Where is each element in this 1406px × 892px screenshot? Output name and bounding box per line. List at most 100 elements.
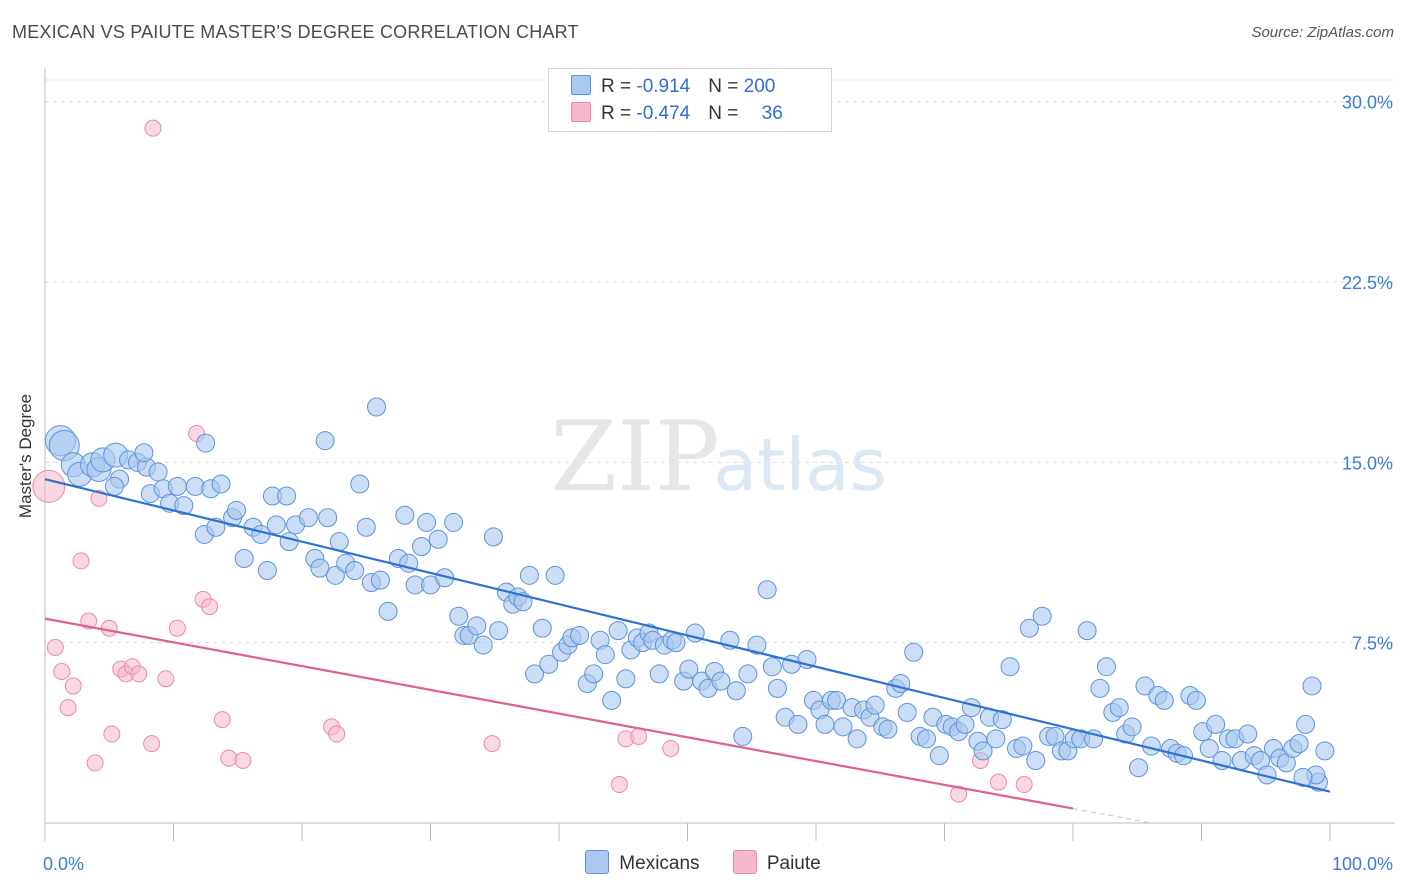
watermark: ZIP atlas bbox=[550, 401, 887, 513]
mexicans-point bbox=[904, 642, 924, 662]
paiute-point bbox=[630, 727, 648, 745]
mexicans-point bbox=[226, 500, 246, 520]
mexicans-point bbox=[167, 476, 187, 496]
mexicans-point bbox=[525, 664, 545, 684]
paiute-trend-extension bbox=[1072, 807, 1151, 824]
mexicans-point bbox=[878, 719, 898, 739]
paiute-point bbox=[130, 665, 148, 683]
paiute-point bbox=[103, 725, 121, 743]
paiute-point bbox=[90, 489, 108, 507]
mexicans-point bbox=[666, 633, 686, 653]
mexicans-point bbox=[1013, 736, 1033, 756]
mexicans-point bbox=[279, 532, 299, 552]
paiute-point bbox=[100, 619, 118, 637]
mexicans-point bbox=[738, 664, 758, 684]
mexicans-point bbox=[833, 717, 853, 737]
series-legend: Mexicans Paiute bbox=[0, 850, 1406, 875]
mexicans-point bbox=[251, 524, 271, 544]
mexicans-point bbox=[1109, 698, 1129, 718]
mexicans-point bbox=[519, 565, 539, 585]
paiute-point bbox=[200, 598, 218, 616]
source-label: Source: ZipAtlas.com bbox=[1251, 24, 1394, 41]
mexicans-point bbox=[986, 729, 1006, 749]
mexicans-point bbox=[134, 443, 154, 463]
mexicans-point bbox=[310, 558, 330, 578]
mexicans-point bbox=[329, 532, 349, 552]
mexicans-point bbox=[1238, 724, 1258, 744]
mexicans-point bbox=[356, 517, 376, 537]
mexicans-point bbox=[196, 433, 216, 453]
paiute-point bbox=[1015, 776, 1033, 794]
mexicans-swatch bbox=[571, 75, 591, 95]
mexicans-point bbox=[726, 681, 746, 701]
mexicans-point bbox=[257, 561, 277, 581]
mexicans-point bbox=[584, 664, 604, 684]
mexicans-trend-line bbox=[44, 478, 1331, 793]
y-tick-label: 7.5% bbox=[1352, 634, 1393, 654]
paiute-point bbox=[234, 751, 252, 769]
mexicans-point bbox=[315, 431, 335, 451]
mexicans-point bbox=[1199, 738, 1219, 758]
paiute-trend-line bbox=[44, 617, 1074, 810]
mexicans-point bbox=[1293, 767, 1313, 787]
mexicans-point bbox=[1026, 750, 1046, 770]
paiute-point bbox=[143, 735, 161, 753]
mexicans-point bbox=[1302, 676, 1322, 696]
chart-title: MEXICAN VS PAIUTE MASTER'S DEGREE CORREL… bbox=[12, 22, 579, 42]
mexicans-point bbox=[211, 474, 231, 494]
mexicans-point bbox=[148, 462, 168, 482]
paiute-point bbox=[662, 739, 680, 757]
paiute-r-value: -0.474 bbox=[636, 103, 691, 124]
mexicans-point bbox=[847, 729, 867, 749]
mexicans-point bbox=[417, 512, 437, 532]
paiute-point bbox=[46, 638, 64, 656]
mexicans-point bbox=[104, 476, 124, 496]
mexicans-point bbox=[757, 580, 777, 600]
mexicans-point bbox=[412, 536, 432, 556]
paiute-point bbox=[483, 735, 501, 753]
paiute-point bbox=[64, 677, 82, 695]
mexicans-point bbox=[266, 515, 286, 535]
mexicans-r-value: -0.914 bbox=[636, 76, 691, 97]
paiute-point bbox=[950, 785, 968, 803]
watermark-atlas: atlas bbox=[713, 423, 887, 507]
mexicans-point bbox=[318, 508, 338, 528]
mexicans-n-value: 200 bbox=[743, 76, 776, 97]
mexicans-point bbox=[961, 698, 981, 718]
mexicans-point bbox=[370, 570, 390, 590]
y-tick-label: 22.5% bbox=[1342, 273, 1393, 293]
legend-item-mexicans[interactable]: Mexicans bbox=[585, 850, 700, 875]
mexicans-point bbox=[234, 549, 254, 569]
mexicans-point bbox=[608, 621, 628, 641]
mexicans-point bbox=[1296, 714, 1316, 734]
legend-item-paiute[interactable]: Paiute bbox=[732, 850, 821, 875]
mexicans-point bbox=[595, 645, 615, 665]
mexicans-point bbox=[1019, 618, 1039, 638]
trend-lines bbox=[44, 478, 1331, 824]
mexicans-point bbox=[532, 618, 552, 638]
mexicans-point bbox=[762, 657, 782, 677]
paiute-point bbox=[328, 725, 346, 743]
mexicans-point bbox=[929, 746, 949, 766]
legend-row-mexicans: R = -0.914 N = 200 bbox=[571, 75, 775, 101]
paiute-swatch bbox=[571, 102, 591, 122]
mexicans-point bbox=[1032, 606, 1052, 626]
paiute-legend-swatch bbox=[732, 850, 757, 874]
mexicans-point bbox=[174, 496, 194, 516]
mexicans-point bbox=[711, 671, 731, 691]
mexicans-point bbox=[428, 529, 448, 549]
mexicans-point bbox=[815, 714, 835, 734]
axes bbox=[44, 68, 1395, 841]
mexicans-point bbox=[1289, 734, 1309, 754]
paiute-point bbox=[157, 670, 175, 688]
mexicans-point bbox=[467, 616, 487, 636]
mexicans-legend-swatch bbox=[585, 850, 610, 874]
mexicans-point bbox=[616, 669, 636, 689]
mexicans-point bbox=[992, 710, 1012, 730]
mexicans-point bbox=[788, 714, 808, 734]
mexicans-point bbox=[1096, 657, 1116, 677]
y-tick-label: 30.0% bbox=[1342, 93, 1393, 113]
mexicans-point bbox=[449, 606, 469, 626]
mexicans-point bbox=[545, 565, 565, 585]
mexicans-point bbox=[489, 621, 509, 641]
